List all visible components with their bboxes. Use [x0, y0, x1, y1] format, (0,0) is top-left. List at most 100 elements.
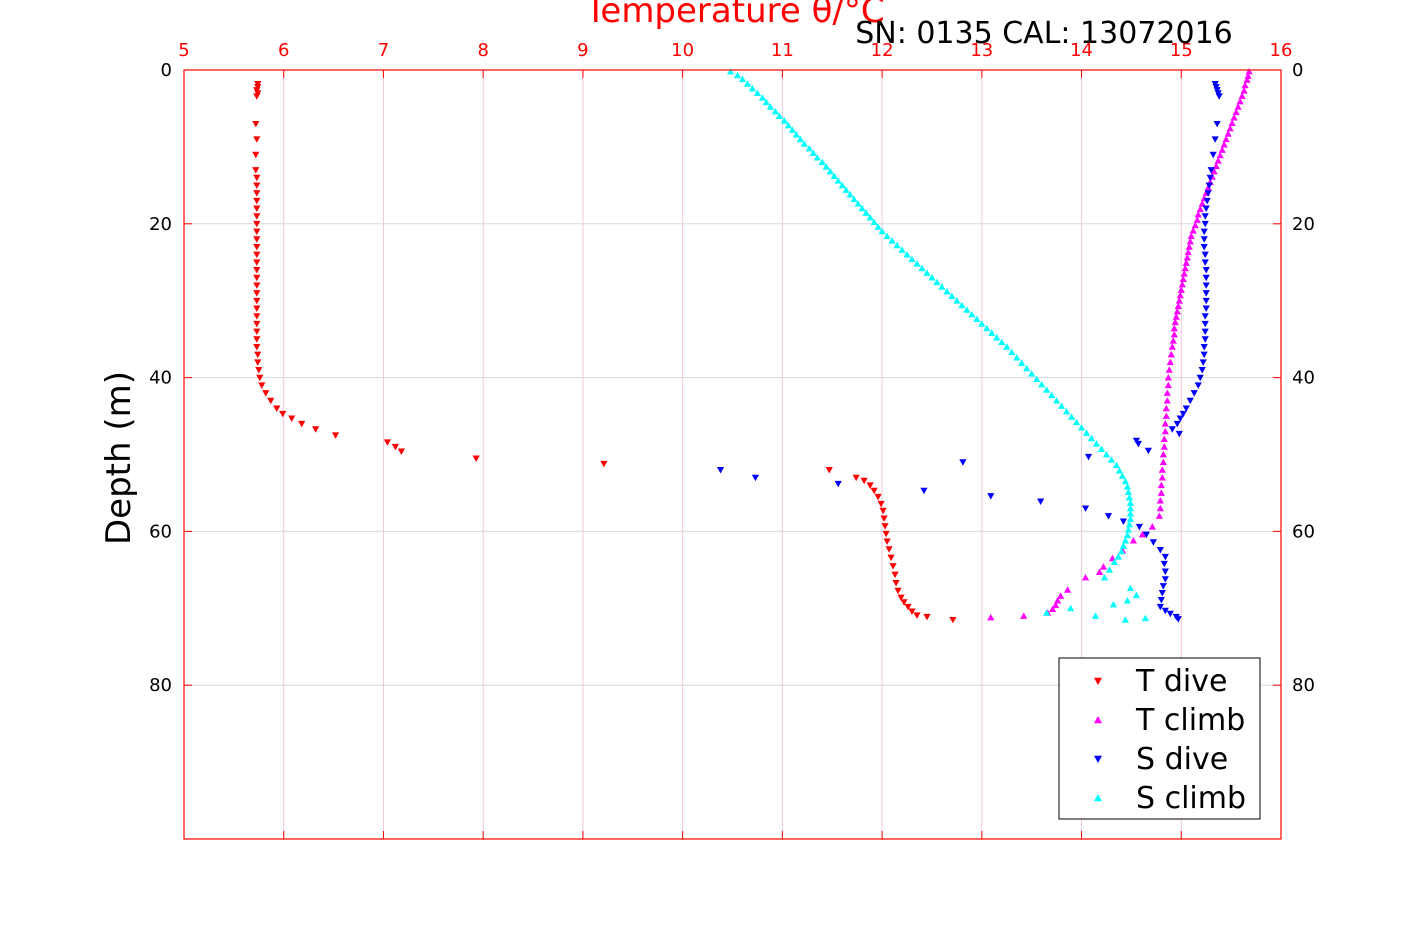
data-point	[1200, 243, 1208, 251]
data-point	[1142, 531, 1150, 539]
data-point	[1124, 526, 1133, 533]
data-point	[1100, 573, 1109, 581]
data-point	[1200, 343, 1208, 351]
data-point	[983, 324, 991, 332]
data-point	[891, 571, 899, 579]
data-marks	[252, 67, 1253, 624]
data-point	[1104, 513, 1113, 520]
data-point	[1184, 248, 1192, 256]
data-point	[900, 599, 908, 606]
data-point	[279, 410, 287, 418]
data-point	[887, 554, 895, 562]
data-point	[1202, 282, 1210, 289]
x-tick-label: 7	[378, 40, 389, 61]
data-point	[889, 563, 897, 570]
data-point	[792, 130, 800, 138]
data-point	[1209, 151, 1217, 159]
data-point	[1232, 108, 1240, 116]
data-point	[1159, 583, 1167, 590]
data-point	[1170, 324, 1178, 332]
data-point	[923, 269, 931, 276]
data-point	[1121, 477, 1130, 485]
series-s-dive	[716, 80, 1223, 623]
data-point	[822, 163, 830, 170]
data-point	[870, 487, 878, 495]
data-point	[1003, 343, 1011, 350]
data-point	[1173, 307, 1181, 315]
data-point	[1175, 430, 1183, 438]
data-point	[987, 613, 995, 621]
data-point	[805, 144, 813, 152]
series-t-climb	[987, 67, 1253, 621]
data-point	[838, 181, 846, 189]
data-point	[1048, 391, 1056, 399]
x-tick-label: 14	[1070, 40, 1093, 61]
data-point	[1141, 614, 1149, 622]
data-point	[600, 460, 608, 468]
data-point	[312, 426, 320, 433]
data-point	[1172, 313, 1180, 320]
data-point	[1091, 612, 1100, 619]
legend-label: S dive	[1136, 742, 1228, 777]
data-point	[1180, 270, 1188, 277]
data-point	[743, 80, 752, 87]
data-point	[748, 84, 757, 92]
data-point	[866, 482, 874, 489]
data-point	[881, 523, 889, 530]
data-point	[882, 530, 890, 538]
data-point	[908, 608, 916, 615]
data-point	[943, 287, 951, 295]
data-point	[253, 213, 261, 220]
y-tick-label-left: 20	[149, 214, 172, 235]
data-point	[1084, 453, 1093, 461]
data-point	[1201, 336, 1209, 343]
data-point	[949, 616, 957, 624]
data-point	[267, 397, 275, 405]
data-point	[1205, 182, 1213, 189]
data-point	[1123, 483, 1132, 490]
data-point	[1201, 320, 1209, 328]
data-point	[788, 126, 796, 133]
data-point	[1193, 216, 1201, 223]
data-point	[1164, 381, 1172, 389]
data-point	[998, 338, 1006, 346]
data-point	[1132, 591, 1140, 599]
data-point	[862, 209, 870, 216]
plot-frame	[183, 69, 1282, 840]
data-point	[894, 587, 902, 595]
data-point	[948, 292, 956, 299]
data-point	[1105, 566, 1114, 573]
data-point	[1158, 473, 1166, 481]
data-point	[1135, 523, 1143, 531]
data-point	[253, 197, 261, 205]
data-point	[938, 283, 946, 290]
y-tick-label-right: 60	[1292, 521, 1315, 542]
data-point	[1043, 609, 1051, 616]
data-point	[809, 149, 817, 156]
data-point	[993, 334, 1001, 341]
data-point	[796, 135, 804, 143]
data-point	[1052, 601, 1060, 609]
data-point	[1157, 596, 1165, 604]
data-point	[1206, 174, 1214, 182]
data-point	[1175, 297, 1183, 304]
data-point	[860, 477, 868, 485]
data-point	[1057, 592, 1065, 599]
data-point	[1178, 280, 1186, 288]
data-point	[1107, 456, 1116, 463]
data-point	[1201, 220, 1209, 228]
x-tick-label: 11	[771, 40, 794, 61]
data-point	[252, 120, 260, 128]
data-point	[1162, 404, 1170, 412]
data-point	[1033, 375, 1041, 383]
data-point	[1241, 81, 1249, 89]
data-point	[255, 367, 263, 374]
data-point	[1187, 232, 1195, 239]
data-point	[1190, 390, 1198, 397]
y-tick-label-left: 40	[149, 368, 172, 389]
data-point	[1176, 291, 1184, 299]
y-tick-label-right: 0	[1292, 60, 1303, 81]
data-point	[1119, 518, 1128, 526]
data-point	[1215, 93, 1223, 100]
legend-marker	[1094, 677, 1102, 685]
